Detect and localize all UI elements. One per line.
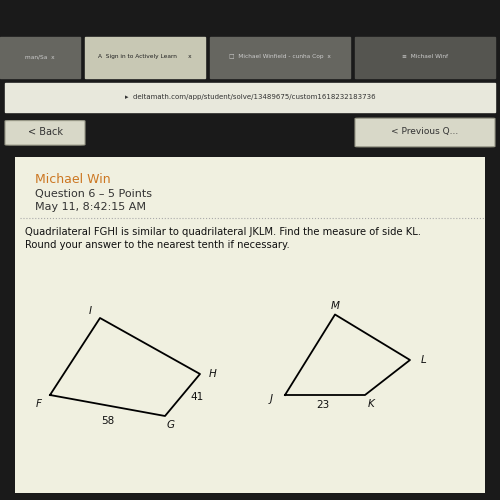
Text: 58: 58 [101, 416, 114, 426]
Text: I: I [88, 306, 92, 316]
Text: ≡  Michael Winf: ≡ Michael Winf [402, 54, 448, 59]
Text: man/Sa  x: man/Sa x [25, 54, 55, 59]
Text: H: H [208, 369, 216, 379]
Text: F: F [36, 399, 42, 409]
Bar [85, 38, 205, 78]
Text: M: M [330, 300, 340, 310]
Text: L: L [421, 355, 427, 365]
Text: G: G [167, 420, 175, 430]
Text: ▸  deltamath.com/app/student/solve/13489675/custom1618232183736: ▸ deltamath.com/app/student/solve/134896… [124, 94, 376, 100]
Text: J: J [270, 394, 272, 404]
Bar [210, 38, 350, 78]
Bar [5, 84, 495, 112]
Text: 23: 23 [316, 400, 329, 410]
Text: Question 6 – 5 Points: Question 6 – 5 Points [35, 188, 152, 198]
Text: < Back: < Back [28, 127, 62, 137]
Bar [355, 38, 495, 78]
FancyBboxPatch shape [355, 118, 495, 147]
Text: Quadrilateral FGHI is similar to quadrilateral JKLM. Find the measure of side KL: Quadrilateral FGHI is similar to quadril… [25, 227, 421, 237]
Text: Round your answer to the nearest tenth if necessary.: Round your answer to the nearest tenth i… [25, 240, 290, 250]
Text: A  Sign in to Actively Learn      x: A Sign in to Actively Learn x [98, 54, 192, 59]
Text: 41: 41 [191, 392, 204, 402]
FancyBboxPatch shape [5, 120, 85, 145]
Text: K: K [368, 399, 374, 409]
Text: < Previous Q...: < Previous Q... [392, 128, 458, 136]
Text: Michael Win: Michael Win [35, 174, 110, 186]
Text: May 11, 8:42:15 AM: May 11, 8:42:15 AM [35, 202, 146, 211]
Bar [0, 38, 80, 78]
Text: □  Michael Winfield - cunha Cop  x: □ Michael Winfield - cunha Cop x [229, 54, 331, 59]
